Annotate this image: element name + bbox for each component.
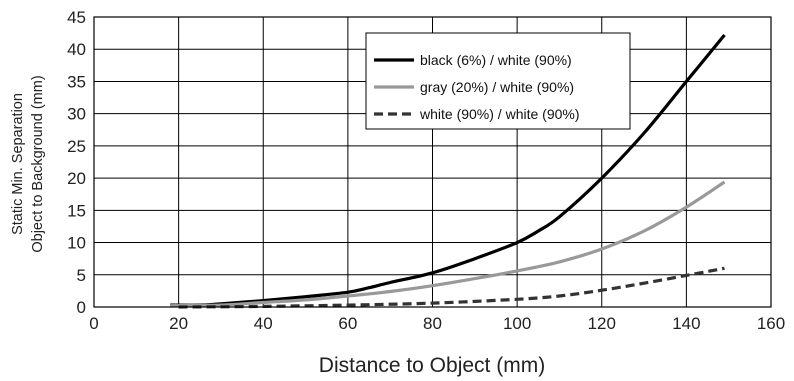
series-line-0: [170, 33, 726, 307]
legend: black (6%) / white (90%) gray (20%) / wh…: [365, 32, 631, 130]
y-tick-labels: 0 5 10 15 20 25 30 35 40 45: [67, 8, 86, 317]
y-tick-label-9: 45: [67, 8, 86, 27]
y-tick-label-0: 0: [77, 298, 86, 317]
series-line-2: [178, 266, 725, 309]
legend-label-gray: gray (20%) / white (90%): [420, 79, 574, 95]
plot-frame: [93, 16, 772, 308]
y-tick-label-4: 20: [67, 169, 86, 188]
x-tick-label-0: 0: [89, 314, 98, 333]
y-tick-label-8: 40: [67, 40, 86, 59]
legend-label-white: white (90%) / white (90%): [419, 106, 580, 122]
series-line-1: [170, 180, 726, 308]
legend-label-black: black (6%) / white (90%): [420, 52, 572, 68]
x-tick-label-5: 100: [503, 314, 531, 333]
x-tick-label-8: 160: [757, 314, 785, 333]
y-tick-label-3: 15: [67, 201, 86, 220]
y-axis-title: Static Min. Separation Object to Backgro…: [10, 75, 46, 252]
x-tick-labels: 0 20 40 60 80 100 120 140 160: [89, 314, 785, 333]
x-axis-title: Distance to Object (mm): [319, 354, 545, 377]
y-tick-label-1: 5: [77, 266, 86, 285]
y-axis-title-line1: Static Min. Separation: [10, 93, 26, 235]
x-tick-label-2: 40: [254, 314, 273, 333]
x-tick-label-6: 120: [588, 314, 616, 333]
x-tick-label-3: 60: [338, 314, 357, 333]
y-tick-label-6: 30: [67, 105, 86, 124]
y-tick-label-7: 35: [67, 72, 86, 91]
y-axis-title-line2: Object to Background (mm): [30, 75, 46, 252]
x-tick-label-7: 140: [672, 314, 700, 333]
x-tick-label-4: 80: [423, 314, 442, 333]
y-tick-label-5: 25: [67, 137, 86, 156]
x-tick-label-1: 20: [169, 314, 188, 333]
series-lines: [170, 33, 726, 309]
y-tick-label-2: 10: [67, 234, 86, 253]
